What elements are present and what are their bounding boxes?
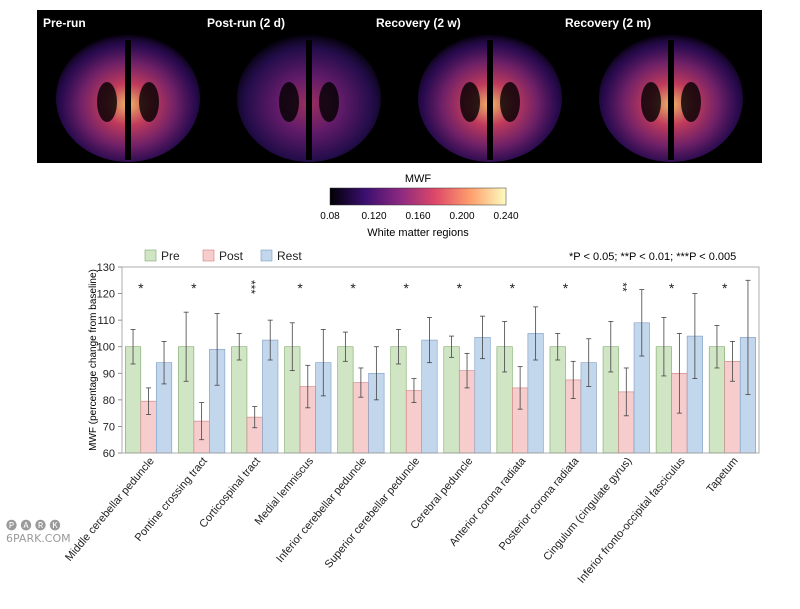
watermark: 🅟 🅐 🅡 🅚 6PARK.COM [6, 519, 71, 545]
legend-label: Rest [277, 249, 302, 263]
y-tick-label: 110 [97, 315, 115, 327]
x-tick-label: Medial lemniscus [253, 455, 317, 528]
x-tick-label: Tapetum [704, 455, 740, 495]
y-tick-label: 130 [97, 262, 115, 274]
significance-marker: ** [616, 282, 630, 292]
colorbar-tick: 0.08 [320, 211, 340, 222]
significance-marker: *** [244, 280, 258, 294]
y-tick-label: 120 [97, 289, 115, 301]
significance-marker: * [138, 280, 144, 296]
legend-label: Post [219, 249, 244, 263]
bar-series [124, 279, 757, 454]
legend-swatch-pre [144, 249, 157, 262]
y-axis-title: MWF (percentage change from baseline) [88, 269, 99, 451]
brain-slice-post [237, 34, 381, 162]
y-tick-label: 80 [103, 395, 115, 407]
colorbar-tick: 0.200 [449, 211, 474, 222]
bar-pre [549, 346, 566, 454]
brain-slice-recovery-2m [599, 34, 743, 162]
brain-label-post: Post-run (2 d) [207, 16, 285, 30]
brain-label-pre: Pre-run [43, 16, 86, 30]
y-tick-label: 70 [103, 421, 115, 433]
plot-frame [121, 266, 760, 454]
x-tick-label: Middle cerebellar peduncle [63, 455, 157, 563]
brain-label-recovery-2m: Recovery (2 m) [565, 16, 651, 30]
significance-annotations: * * *** * * * * * * ** * * [138, 280, 728, 296]
significance-marker: * [350, 280, 356, 296]
colorbar-tick: 0.160 [405, 211, 430, 222]
y-axis: 60 70 80 90 100 110 120 130 [97, 262, 122, 460]
significance-marker: * [669, 280, 675, 296]
bar-pre [337, 346, 354, 454]
x-tick-label: Inferior cerebellar peduncle [274, 455, 369, 565]
brain-slice-recovery-2w [418, 34, 562, 162]
legend-swatch-rest [260, 249, 273, 262]
legend-swatch-post [202, 249, 215, 262]
colorbar-tick: 0.120 [361, 211, 386, 222]
brain-label-recovery-2w: Recovery (2 w) [376, 16, 461, 30]
colorbar-caption: White matter regions [367, 227, 469, 239]
significance-marker: * [191, 280, 197, 296]
y-tick-label: 60 [103, 448, 115, 460]
y-tick-label: 100 [97, 342, 115, 354]
mwf-bar-chart: *P < 0.05; **P < 0.01; ***P < 0.005 Pre P… [0, 240, 800, 604]
significance-marker: * [457, 280, 463, 296]
x-tick-label: Cingulum (cingulate gyrus) [541, 455, 634, 563]
watermark-logo: 🅟 🅐 🅡 🅚 [6, 519, 61, 532]
significance-marker: * [722, 280, 728, 296]
significance-marker: * [403, 280, 409, 296]
chart-legend: Pre Post Rest [144, 249, 302, 263]
colorbar-tick: 0.240 [493, 211, 518, 222]
bar-pre [231, 346, 248, 454]
legend-label: Pre [161, 249, 180, 263]
watermark-text: 6PARK.COM [6, 532, 71, 545]
brain-mri-panel: Pre-run Post-run (2 d) Recovery (2 w) Re… [37, 10, 762, 163]
bar-pre [443, 346, 460, 454]
significance-marker: * [563, 280, 569, 296]
x-tick-label: Superior cerebellar peduncle [323, 455, 423, 570]
significance-key: *P < 0.05; **P < 0.01; ***P < 0.005 [569, 251, 736, 263]
colorbar-gradient [329, 187, 507, 206]
colorbar-title: MWF [405, 173, 432, 185]
mwf-colorbar: MWF 0.08 0.120 0.160 0.200 0.240 White m… [300, 168, 550, 248]
significance-marker: * [297, 280, 303, 296]
y-tick-label: 90 [103, 368, 115, 380]
brain-slice-pre [56, 34, 200, 162]
x-tick-label: Inferior fronto-occipital fasciculus [576, 455, 688, 586]
significance-marker: * [510, 280, 516, 296]
